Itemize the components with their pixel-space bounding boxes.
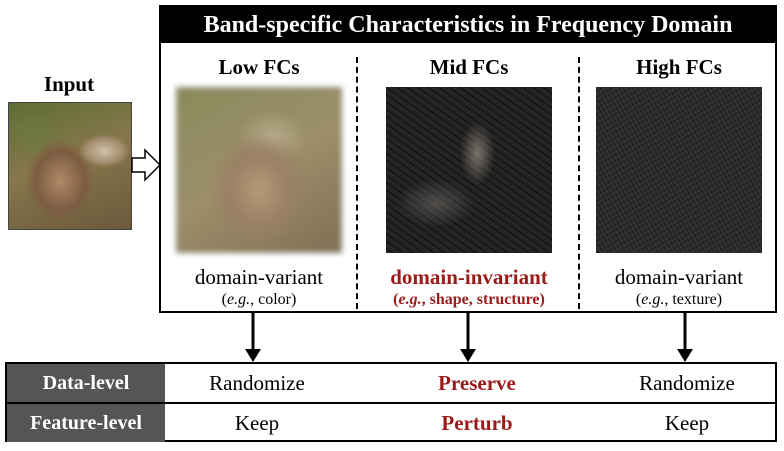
low-fc-example: (e.g., color) (221, 291, 297, 308)
low-fc-example-suffix: , color) (250, 291, 297, 308)
mid-fc-example: (e.g., shape, structure) (393, 291, 545, 308)
cell-low: Keep (234, 411, 280, 435)
high-fc-example-prefix: e.g. (641, 291, 665, 308)
high-fc-example: (e.g., texture) (635, 291, 723, 308)
down-arrow-icon (677, 313, 693, 362)
mid-fc-column: Mid FCs domain-invariant (e.g., shape, s… (359, 43, 579, 313)
down-arrow-icon (245, 313, 261, 362)
low-fc-column: Low FCs domain-variant (e.g., color) (161, 43, 357, 313)
low-fc-description: domain-variant (194, 265, 324, 289)
high-fc-description: domain-variant (614, 265, 744, 289)
cell-high: Keep (664, 411, 710, 435)
cell-mid: Perturb (441, 411, 513, 435)
strategy-table: Data-level Randomize Preserve Randomize … (5, 362, 777, 442)
panel-title: Band-specific Characteristics in Frequen… (161, 7, 775, 43)
cell-mid: Preserve (438, 371, 516, 395)
mid-fc-description: domain-invariant (390, 265, 548, 289)
input-label: Input (43, 72, 95, 96)
cell-high: Randomize (639, 371, 735, 395)
high-fc-example-suffix: , texture) (664, 291, 723, 308)
table-row: Data-level Randomize Preserve Randomize (7, 364, 775, 404)
low-fc-image (176, 87, 342, 253)
mid-fc-title: Mid FCs (429, 55, 509, 79)
table-row: Feature-level Keep Perturb Keep (7, 404, 775, 442)
mid-fc-image (386, 87, 552, 253)
row-header-data-level: Data-level (7, 364, 165, 402)
down-arrow-icon (460, 313, 476, 362)
low-fc-title: Low FCs (218, 55, 300, 79)
right-arrow-icon (131, 148, 161, 182)
row-header-feature-level: Feature-level (7, 404, 165, 442)
high-fc-column: High FCs domain-variant (e.g., texture) (581, 43, 777, 313)
mid-fc-example-suffix: , shape, structure) (421, 291, 545, 308)
cell-low: Randomize (209, 371, 305, 395)
column-divider (356, 57, 358, 309)
input-image (8, 102, 132, 230)
column-divider (578, 57, 580, 309)
mid-fc-example-prefix: e.g. (398, 291, 422, 308)
low-fc-example-prefix: e.g. (227, 291, 251, 308)
high-fc-title: High FCs (636, 55, 722, 79)
band-characteristics-panel: Band-specific Characteristics in Frequen… (159, 5, 777, 313)
high-fc-image (596, 87, 762, 253)
